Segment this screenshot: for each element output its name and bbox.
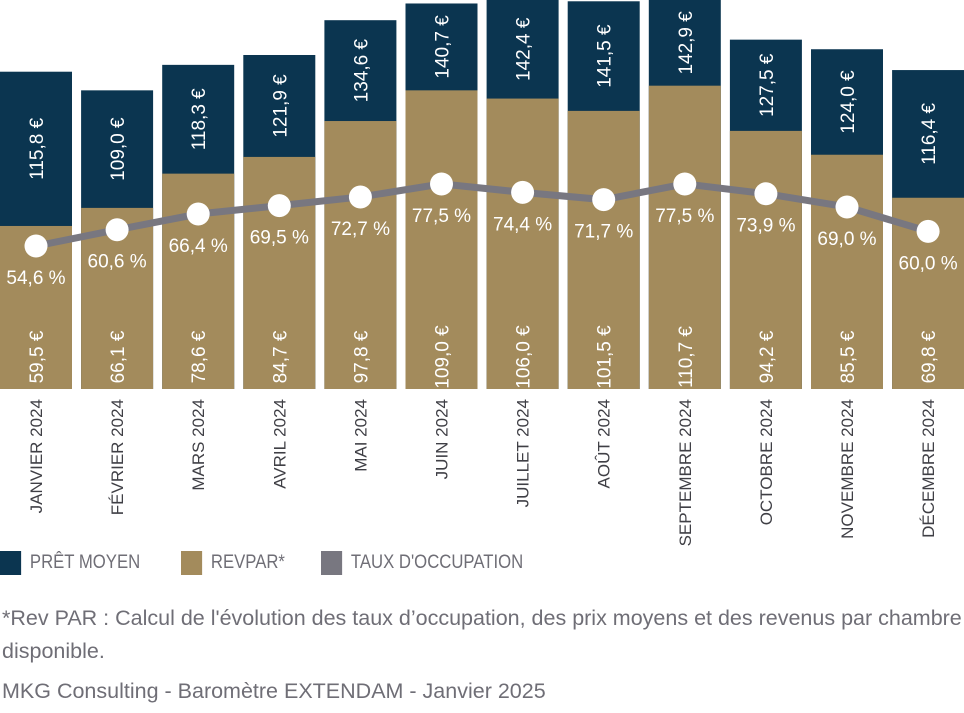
month-label: OCTOBRE 2024: [757, 399, 776, 525]
label-revpar: 59,5 €: [27, 330, 48, 383]
label-pret-moyen: 124,0 €: [838, 70, 859, 134]
label-revpar: 106,0 €: [514, 325, 535, 389]
label-pret-moyen: 142,9 €: [676, 11, 697, 75]
legend-item-taux: TAUX D'OCCUPATION: [321, 551, 524, 575]
month-label: FÉVRIER 2024: [108, 399, 127, 515]
label-taux-occupation: 71,7 %: [574, 222, 633, 243]
label-taux-occupation: 66,4 %: [169, 236, 228, 257]
label-taux-occupation: 77,5 %: [412, 206, 471, 227]
month-label: SEPTEMBRE 2024: [676, 399, 695, 546]
point-taux-occupation: [511, 180, 535, 204]
label-taux-occupation: 72,7 %: [331, 219, 390, 240]
point-taux-occupation: [673, 172, 697, 196]
bar-revpar: [811, 154, 883, 389]
month-label: DÉCEMBRE 2024: [919, 399, 938, 538]
label-taux-occupation: 54,6 %: [6, 268, 65, 289]
point-taux-occupation: [186, 202, 210, 226]
point-taux-occupation: [592, 188, 616, 212]
bar-revpar: [729, 130, 802, 389]
label-revpar: 84,7 €: [270, 330, 291, 383]
legend-item-revpar: REVPAR*: [181, 551, 285, 575]
month-label: JUIN 2024: [433, 399, 452, 479]
label-pret-moyen: 141,5 €: [595, 24, 616, 88]
point-taux-occupation: [105, 218, 129, 242]
legend-swatch-gray: [321, 551, 343, 575]
legend-label: PRÊT MOYEN: [29, 552, 141, 573]
label-revpar: 101,5 €: [595, 325, 616, 389]
point-taux-occupation: [348, 185, 372, 209]
footnote: *Rev PAR : Calcul de l'évolution des tau…: [2, 606, 962, 663]
label-pret-moyen: 142,4 €: [514, 17, 535, 81]
label-pret-moyen: 115,8 €: [27, 117, 48, 179]
point-taux-occupation: [754, 182, 778, 206]
month-label: AVRIL 2024: [270, 399, 289, 489]
point-taux-occupation: [24, 234, 48, 258]
label-revpar: 66,1 €: [108, 330, 129, 383]
bar-revpar: [486, 98, 559, 389]
label-taux-occupation: 69,5 %: [250, 228, 309, 249]
point-taux-occupation: [835, 195, 859, 219]
label-pret-moyen: 121,9 €: [270, 74, 291, 138]
line-taux-occupation: [35, 180, 930, 250]
label-revpar: 78,6 €: [189, 330, 210, 383]
legend: PRÊT MOYEN REVPAR* TAUX D'OCCUPATION: [0, 551, 573, 575]
legend-label: TAUX D'OCCUPATION: [351, 552, 524, 573]
month-label: MARS 2024: [189, 399, 208, 491]
legend-swatch-navy: [0, 551, 22, 575]
label-pret-moyen: 109,0 €: [108, 117, 129, 181]
point-taux-occupation: [916, 219, 940, 243]
month-label: JANVIER 2024: [27, 399, 46, 513]
label-revpar: 97,8 €: [351, 330, 372, 383]
bar-revpar: [567, 110, 640, 389]
month-label: AOÛT 2024: [595, 399, 614, 488]
label-revpar: 69,8 €: [919, 330, 940, 383]
label-taux-occupation: 60,6 %: [88, 252, 147, 273]
bar-revpar: [648, 85, 721, 389]
bar-revpar: [324, 121, 397, 389]
legend-item-pret-moyen: PRÊT MOYEN: [0, 551, 140, 575]
label-pret-moyen: 118,3 €: [189, 88, 210, 150]
label-taux-occupation: 69,0 %: [817, 229, 876, 250]
label-pret-moyen: 127,5 €: [757, 53, 778, 117]
chart: 115,8 € 59,5 € JANVIER 2024 109,0 € 66,1 € FÉ…: [0, 0, 964, 546]
label-taux-occupation: 74,4 %: [493, 214, 552, 235]
month-label: MAI 2024: [351, 399, 370, 472]
label-taux-occupation: 60,0 %: [899, 253, 958, 274]
label-taux-occupation: 73,9 %: [736, 216, 795, 237]
month-label: JUILLET 2024: [514, 399, 533, 507]
month-label: NOVEMBRE 2024: [838, 399, 857, 539]
bar-revpar: [405, 90, 478, 389]
legend-label: REVPAR*: [211, 552, 286, 573]
label-revpar: 85,5 €: [838, 330, 859, 383]
legend-swatch-tan: [181, 551, 203, 575]
point-taux-occupation: [267, 194, 291, 218]
point-taux-occupation: [430, 172, 453, 196]
source: MKG Consulting - Baromètre EXTENDAM - Ja…: [2, 679, 546, 703]
label-pret-moyen: 140,7 €: [433, 15, 454, 79]
label-revpar: 94,2 €: [757, 330, 778, 383]
label-pret-moyen: 116,4 €: [919, 102, 940, 164]
label-taux-occupation: 77,5 %: [655, 206, 714, 227]
label-revpar: 109,0 €: [433, 325, 454, 389]
label-pret-moyen: 134,6 €: [351, 38, 372, 102]
label-revpar: 110,7 €: [676, 326, 697, 388]
